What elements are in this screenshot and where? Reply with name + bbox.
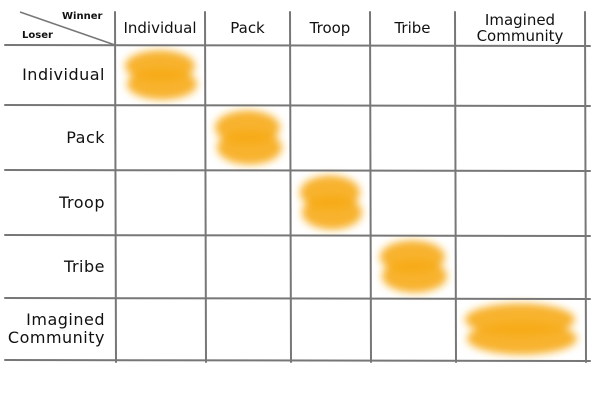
grid-line — [204, 11, 207, 363]
highlight — [380, 240, 447, 293]
column-header: Individual — [123, 18, 197, 37]
highlight-blob — [302, 195, 362, 230]
grid-line — [114, 11, 117, 363]
column-header: Troop — [309, 18, 351, 37]
highlight — [300, 175, 362, 230]
grid-line — [4, 104, 591, 107]
row-label: Tribe — [64, 256, 105, 276]
highlight-blob — [382, 259, 447, 293]
grid-line — [289, 11, 292, 363]
row-label: Troop — [59, 192, 105, 212]
highlight — [215, 110, 282, 165]
grid-line — [4, 359, 591, 362]
grid-line — [4, 44, 591, 47]
grid-line — [4, 234, 591, 237]
highlight-blob — [467, 322, 577, 355]
column-header: Imagined Community — [476, 10, 564, 45]
corner-divider — [19, 11, 116, 46]
row-label: Pack — [66, 127, 105, 147]
grid-line — [4, 297, 591, 300]
grid-line — [369, 11, 372, 363]
column-header: Pack — [230, 18, 265, 37]
highlight-blob — [217, 130, 282, 165]
column-header: Tribe — [394, 18, 431, 37]
grid-line — [454, 11, 457, 363]
highlight — [125, 50, 197, 100]
highlight — [465, 303, 577, 355]
winner-label: Winner — [62, 11, 103, 22]
grid-line — [4, 169, 591, 172]
grid-line — [584, 11, 587, 363]
row-label: Individual — [22, 65, 105, 85]
row-label: Imagined Community — [7, 310, 105, 347]
loser-label: Loser — [22, 30, 53, 41]
highlight-blob — [127, 68, 197, 100]
